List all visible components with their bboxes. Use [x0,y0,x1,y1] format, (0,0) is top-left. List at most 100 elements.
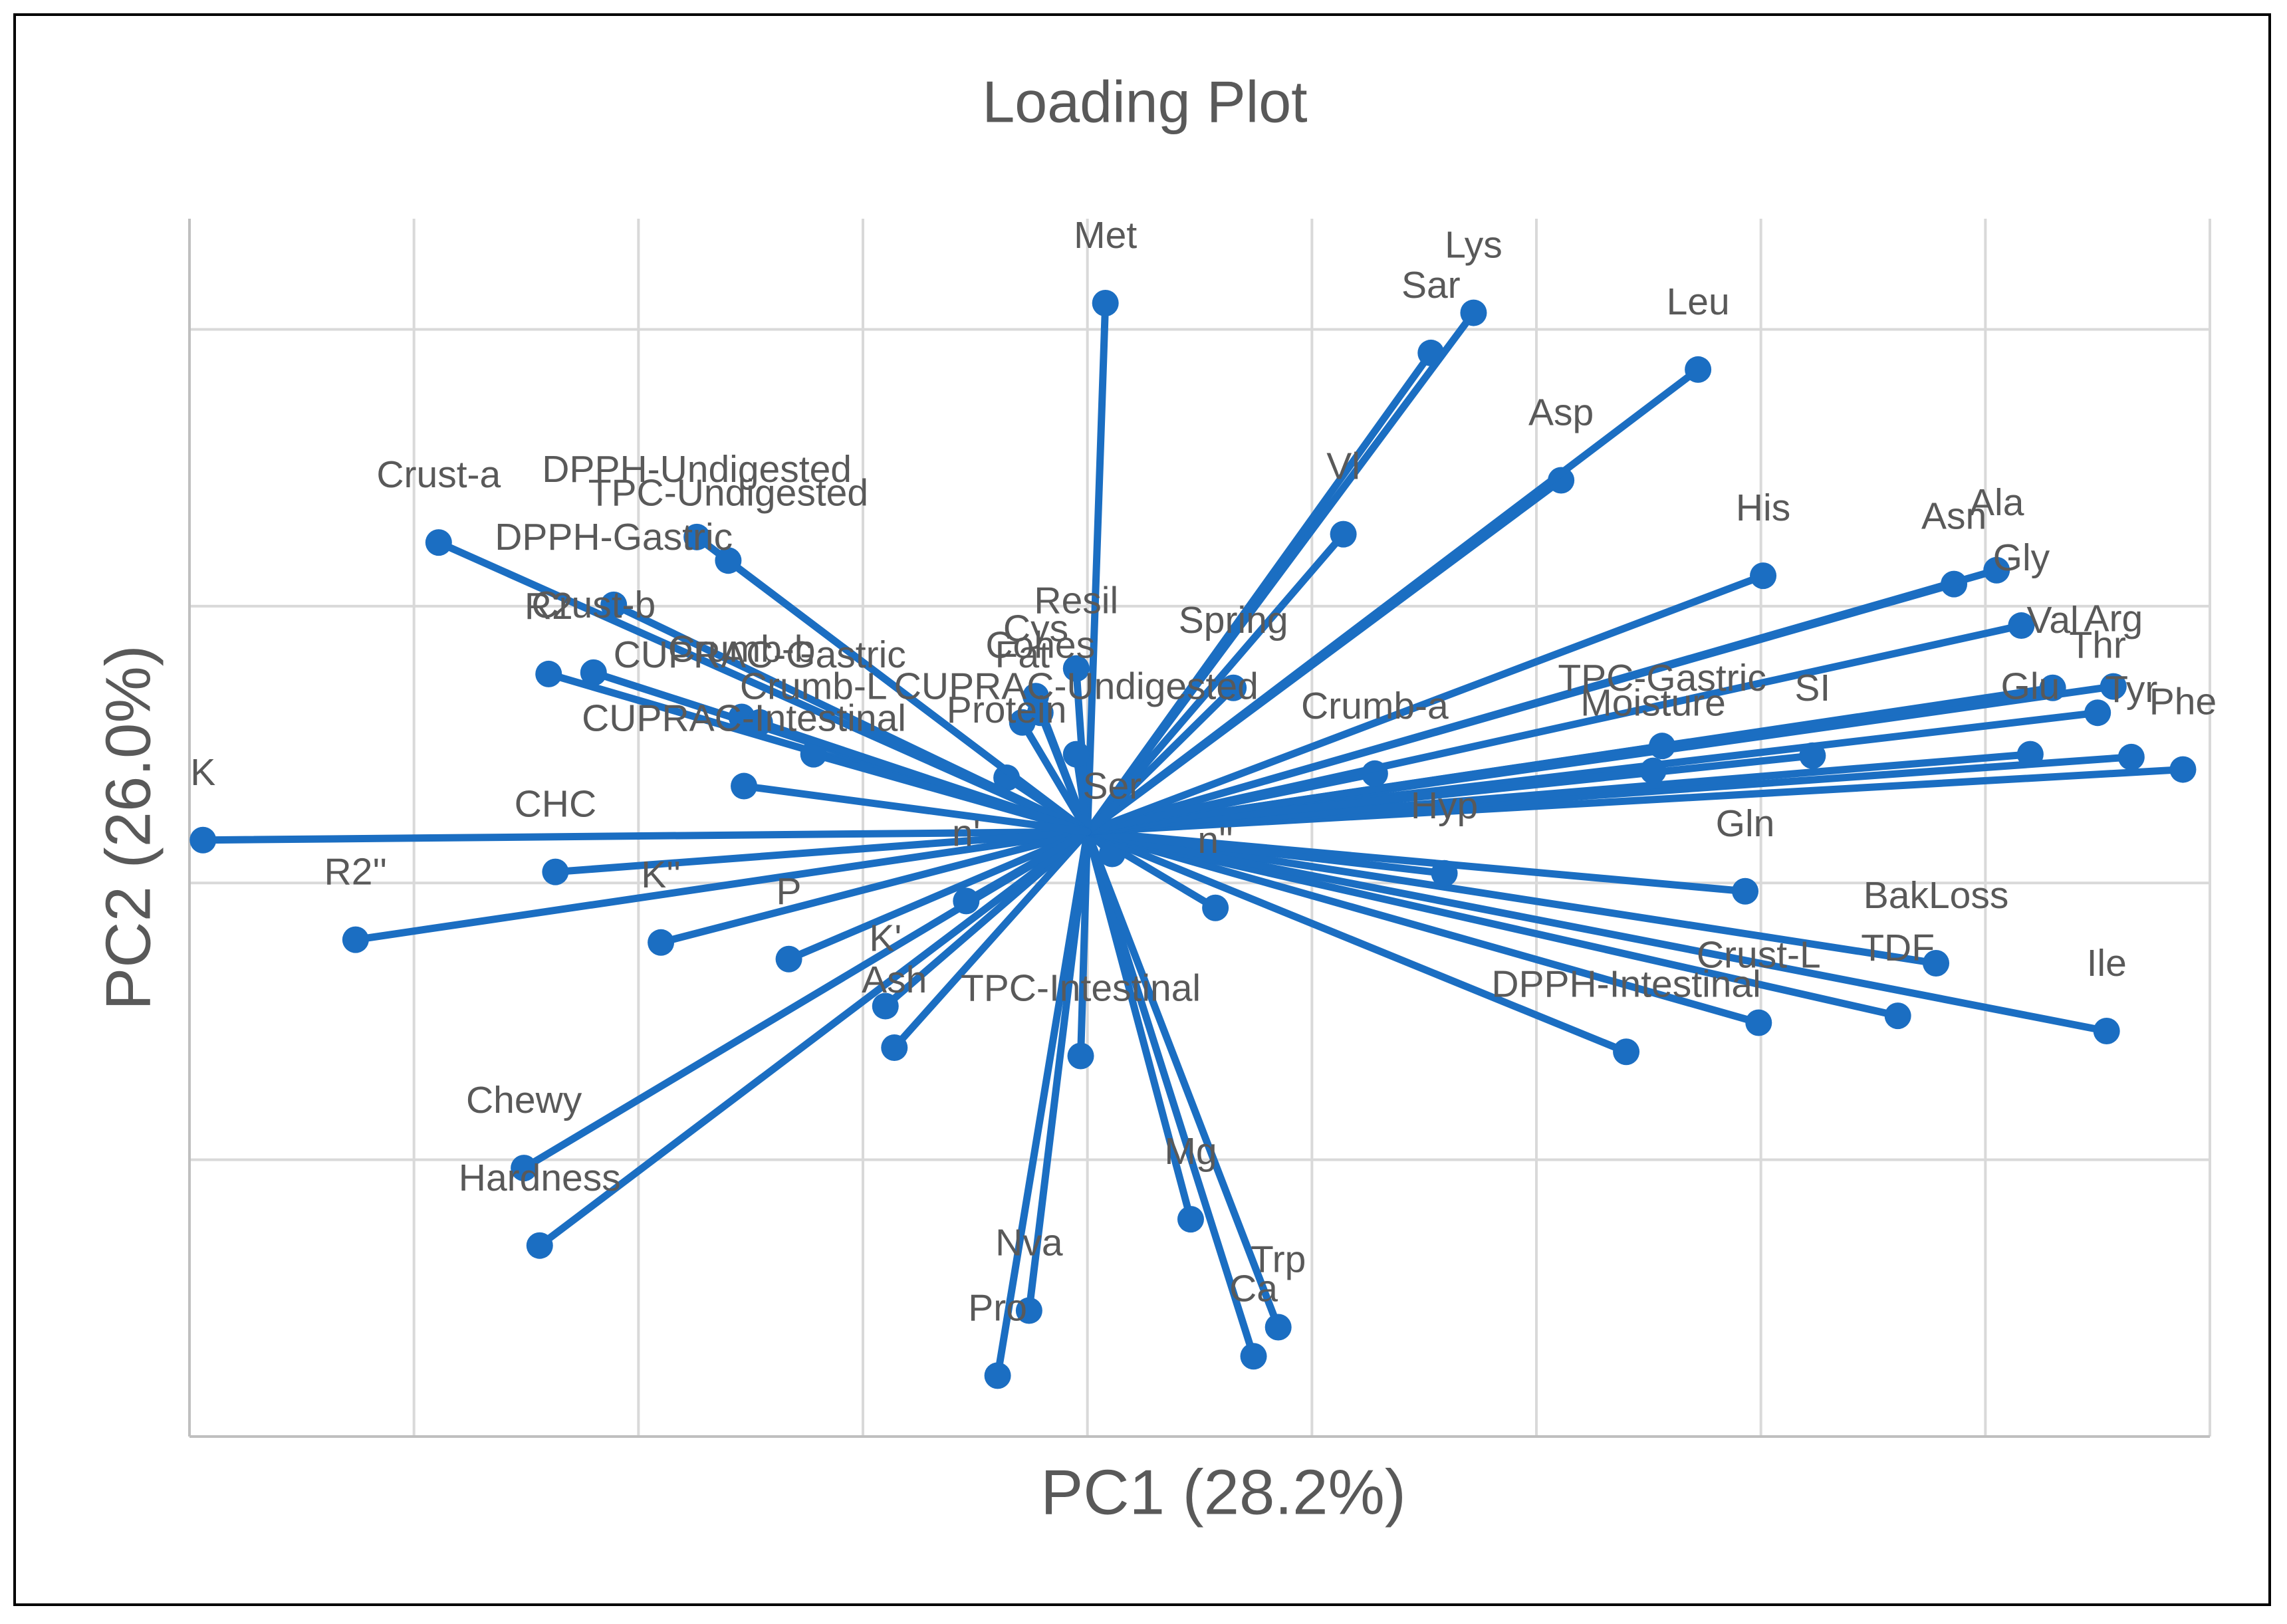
loading-point [1009,709,1036,736]
loading-vector [1084,366,1702,836]
loading-vector [536,828,1092,1250]
loading-point [1067,1042,1094,1070]
point-label: DPPH-Undigested [542,448,852,491]
loading-point [2169,756,2197,783]
loading-point [600,591,628,618]
loading-point [511,1155,538,1182]
loading-vector [1084,828,2111,1035]
point-label: K [190,751,215,794]
loading-point [1799,742,1826,769]
loading-vector [756,719,1092,836]
point-label: Leu [1667,281,1730,323]
loading-vector [1084,828,1282,1332]
point-label: Lys [1445,224,1503,267]
loading-point [1240,1343,1267,1370]
loading-point [425,529,452,556]
loading-vector [1019,719,1092,836]
y-axis-title: PC2 (26.0%) [92,645,164,1010]
loading-point [2039,674,2066,701]
loading-vector [1084,742,1666,836]
loading-point [580,659,607,686]
loading-vector [1084,349,1435,836]
point-label: Crumb-L [740,665,888,708]
loading-vector [1084,828,1902,1020]
point-label: Hyp [1411,784,1478,827]
point-label: Fat [995,634,1050,676]
loading-vector [785,828,1092,963]
loading-point [1745,1009,1772,1036]
loading-point [1264,1314,1292,1341]
loading-vector [1084,828,1258,1360]
loading-point [2100,673,2127,700]
loading-vector [352,828,1092,944]
loading-point [872,992,899,1020]
point-label: His [1736,487,1790,529]
point-label: Protein [947,689,1067,731]
point-label: CUPRAC-Intestinal [582,697,906,740]
point-label: Val [2027,599,2079,641]
point-label: Ile [2087,942,2127,985]
loading-point [1330,521,1357,548]
point-label: Gly [1993,536,2050,579]
loading-point [881,1034,908,1062]
point-label: Thr [2069,624,2126,666]
point-label: Glu [2001,665,2060,708]
loading-point [1750,562,1777,590]
point-label: Tyr [2105,668,2157,711]
point-label: R2 [525,585,573,628]
loading-point [683,523,711,550]
loading-point [1431,860,1458,887]
loading-point [2008,612,2035,639]
loading-point [1923,950,1950,977]
loading-point [526,1232,553,1259]
loading-point [342,926,369,953]
point-label: Moisture [1580,682,1726,725]
loading-point [2084,699,2111,727]
point-label: Ser [1082,765,1142,808]
point-label: Sar [1401,264,1461,306]
loading-vector [740,782,1092,836]
vectors [189,289,2197,1389]
loading-point [1685,356,1712,383]
loading-vector [1084,572,1767,836]
point-label: Crust-L [1697,934,1821,977]
point-label: Pro [968,1286,1027,1329]
loading-point [1417,339,1445,366]
loading-point [731,772,758,800]
point-label: R2'' [324,851,388,893]
point-label: TPC-Intestinal [961,967,1201,1010]
loading-point [1015,1297,1042,1324]
point-label: Asn [1921,495,1986,538]
point-label: Chewy [466,1079,582,1121]
point-label: Ca [1229,1267,1278,1310]
loading-point [2117,743,2145,770]
point-label: SI [1794,667,1830,709]
point-label: DPPH-Intestinal [1491,963,1761,1005]
point-label: Cohes [985,624,1095,666]
loading-point [189,826,217,854]
loading-vector [1084,566,2000,836]
point-label: Vl [1326,445,1360,488]
point-label: Asp [1528,392,1594,434]
loading-point [1092,289,1119,316]
loading-point [800,741,827,768]
loading-point [775,945,802,973]
loading-point [535,660,562,687]
point-label: CUPRAC-Gastric [614,634,906,676]
loading-point [953,887,980,915]
loading-point [542,858,569,885]
loading-vector [1084,622,2025,836]
loading-vector [1084,828,1630,1056]
point-label: DPPH-Gastric [495,516,733,558]
point-label: TPC-Undigested [588,471,868,514]
point-label: Crust-b [531,584,656,626]
point-label: Crust-a [376,453,501,496]
loading-point [1202,894,1229,921]
point-label: Arg [2084,598,2143,640]
loading-point [1062,655,1090,682]
loading-point [1884,1002,1911,1030]
loading-vector [994,828,1092,1379]
loading-point [1639,757,1667,784]
loading-point [1732,877,1759,905]
loading-vector [1084,828,1940,967]
